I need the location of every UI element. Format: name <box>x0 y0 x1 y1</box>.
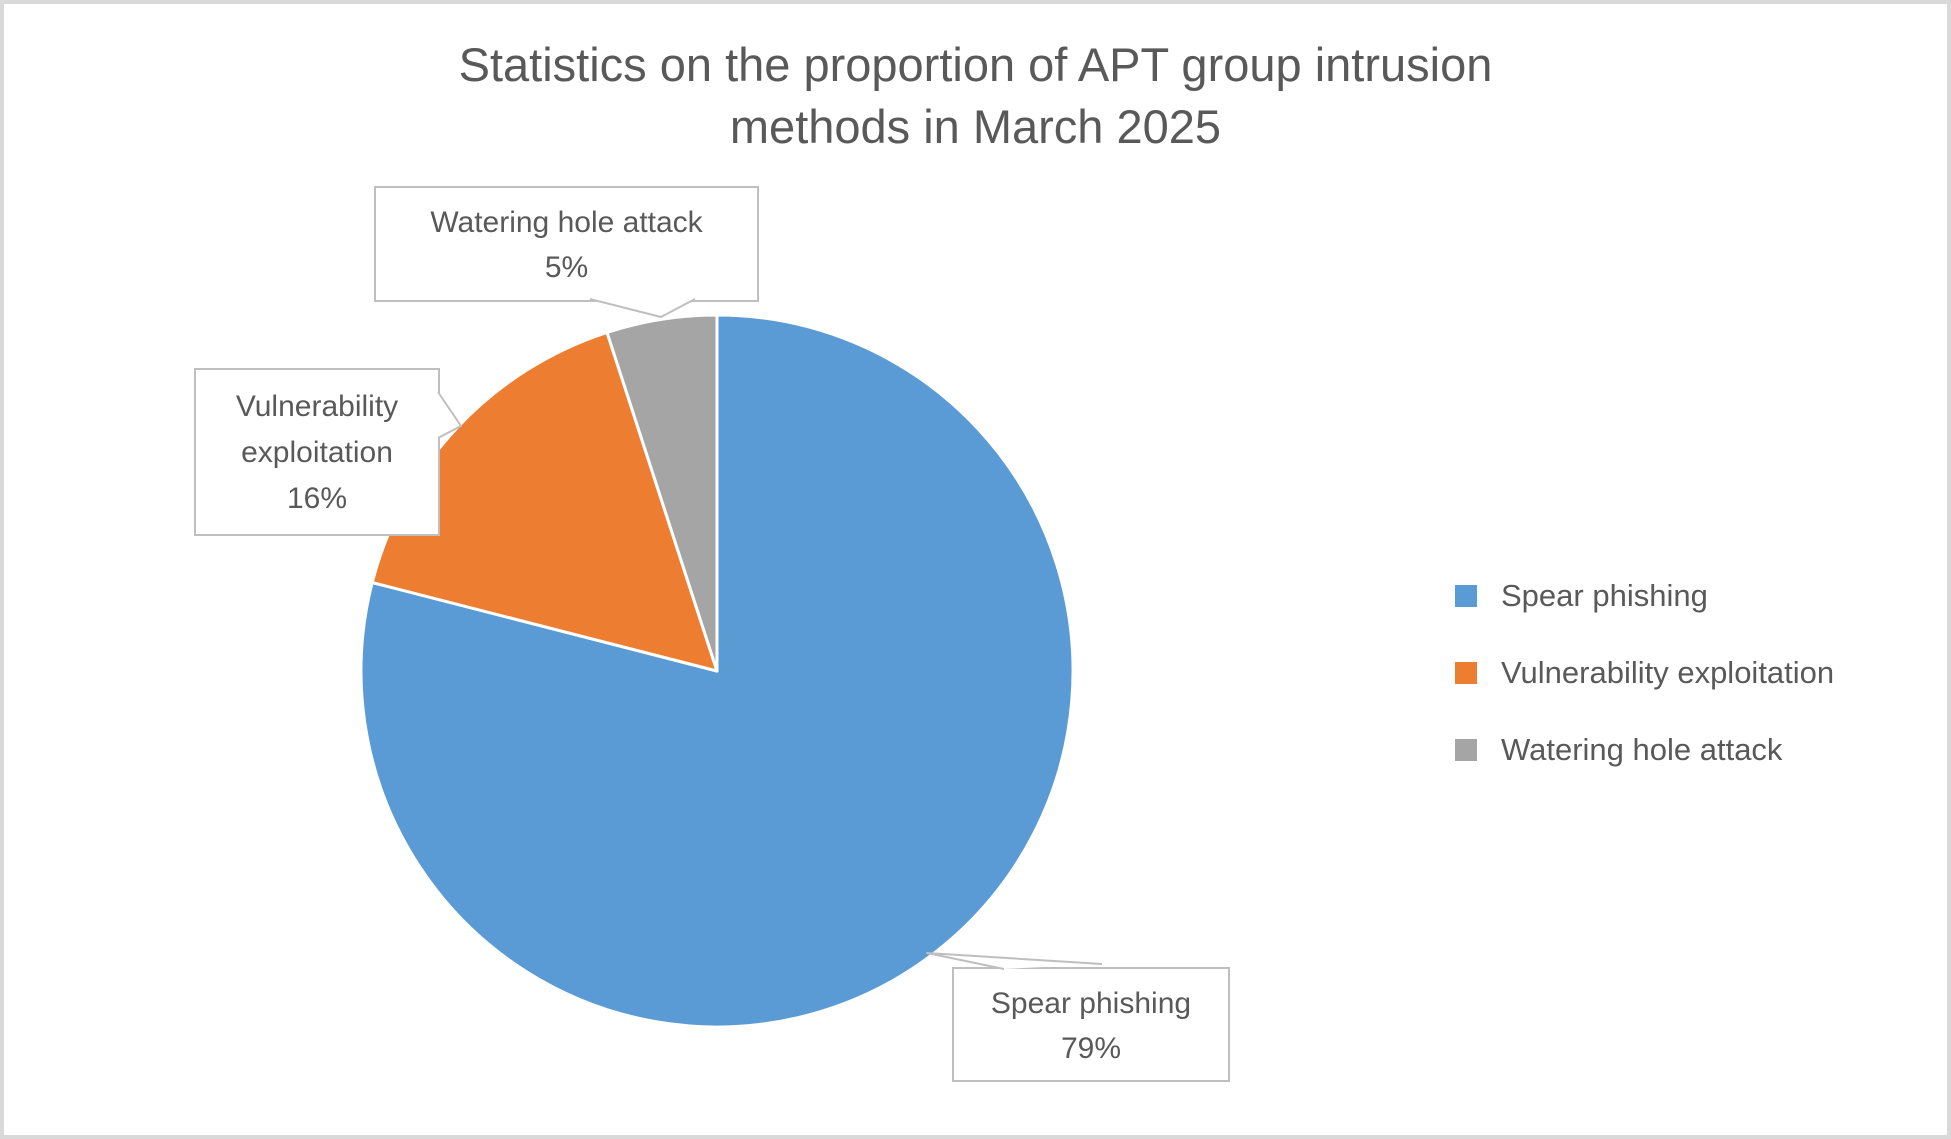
callout-value: 16% <box>286 482 348 515</box>
callout-watering-hole-attack[interactable]: Watering hole attack 5% <box>374 186 759 302</box>
callout-spear-phishing[interactable]: Spear phishing 79% <box>952 967 1230 1082</box>
chart-title: Statistics on the proportion of APT grou… <box>4 34 1947 158</box>
callout-label: Spear phishing <box>990 987 1192 1020</box>
callout-label: Watering hole attack <box>430 206 703 239</box>
legend-marker-square <box>1455 739 1477 761</box>
chart-title-line-2: methods in March 2025 <box>729 100 1222 153</box>
callout-label: Vulnerability <box>235 390 399 423</box>
chart-title-line-1: Statistics on the proportion of APT grou… <box>458 38 1493 91</box>
pie-slice-watering-hole-attack[interactable] <box>605 313 719 673</box>
legend: Spear phishing Vulnerability exploitatio… <box>1455 572 1834 803</box>
legend-item-vulnerability-exploitation[interactable]: Vulnerability exploitation <box>1455 649 1834 697</box>
legend-label: Vulnerability exploitation <box>1501 655 1835 690</box>
callout-value: 79% <box>1060 1032 1122 1065</box>
legend-item-watering-hole-attack[interactable]: Watering hole attack <box>1455 726 1834 774</box>
legend-item-spear-phishing[interactable]: Spear phishing <box>1455 572 1834 620</box>
legend-label: Spear phishing <box>1501 578 1708 613</box>
legend-marker-square <box>1455 585 1477 607</box>
callout-label: exploitation <box>241 436 393 469</box>
callout-vulnerability-exploitation[interactable]: Vulnerability exploitation 16% <box>194 368 440 536</box>
legend-label: Watering hole attack <box>1501 732 1783 767</box>
legend-marker-square <box>1455 662 1477 684</box>
callout-value: 5% <box>544 251 589 284</box>
pie-chart <box>359 313 1075 1029</box>
